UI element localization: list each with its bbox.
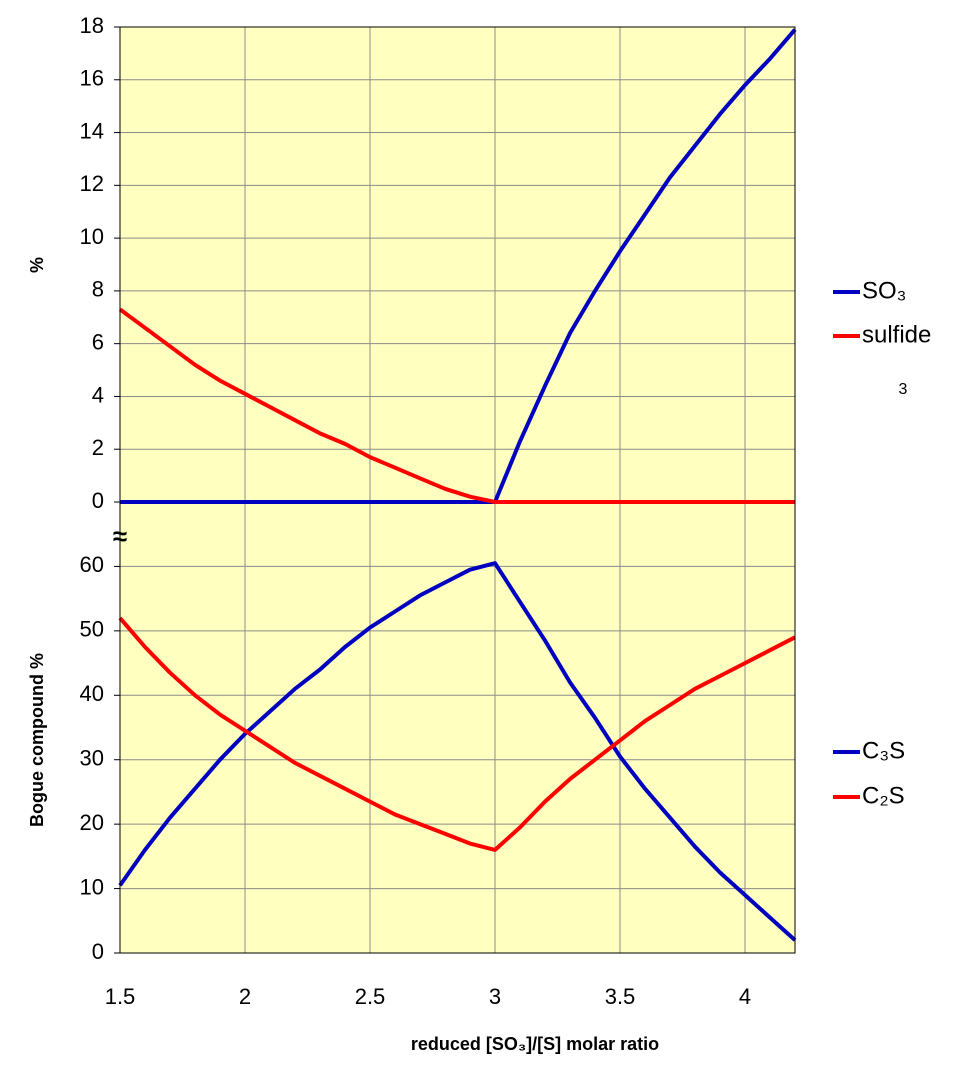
x-tick-label: 1.5: [105, 984, 136, 1009]
y-tick-label: 10: [80, 874, 104, 899]
legend-label: SO₃: [862, 277, 906, 304]
annotation: 3: [899, 381, 908, 398]
legend-label: C₃S: [862, 737, 905, 764]
plot-border: [119, 26, 796, 954]
legend-label: C₂S: [862, 782, 905, 809]
x-axis-label: reduced [SO₃]/[S] molar ratio: [411, 1034, 659, 1054]
x-tick-label: 3.5: [605, 984, 636, 1009]
y-tick-label: 10: [80, 224, 104, 249]
y-tick-label: 40: [80, 681, 104, 706]
y-tick-label: 50: [80, 617, 104, 642]
y-tick-label: 0: [92, 488, 104, 513]
y-tick-label: 4: [92, 382, 104, 407]
series-line: [118, 307, 795, 504]
y-tick-label: 12: [80, 171, 104, 196]
y-tick-label: 60: [80, 552, 104, 577]
x-tick-label: 2.5: [355, 984, 386, 1009]
y-tick-label: 20: [80, 810, 104, 835]
annotation: ≈: [113, 521, 127, 551]
y-tick-label: 6: [92, 329, 104, 354]
x-tick-label: 4: [739, 984, 751, 1009]
y-tick-label: 16: [80, 66, 104, 91]
series-line: [118, 616, 796, 852]
marks: [118, 28, 797, 942]
y-tick-label: 18: [80, 13, 104, 38]
x-tick-label: 2: [239, 984, 251, 1009]
y-tick-label: 2: [92, 435, 104, 460]
y-tick-label: 0: [92, 939, 104, 964]
y-tick-label: 8: [92, 277, 104, 302]
series-line: [118, 561, 797, 942]
y-axis-label: %: [27, 257, 47, 273]
plot-area: [120, 27, 795, 953]
legend-label: sulfide: [862, 321, 931, 348]
series-line: [120, 28, 797, 504]
y-axis-label: Bogue compound %: [27, 653, 47, 827]
x-tick-label: 3: [489, 984, 501, 1009]
y-tick-label: 30: [80, 746, 104, 771]
y-tick-label: 14: [80, 118, 104, 143]
